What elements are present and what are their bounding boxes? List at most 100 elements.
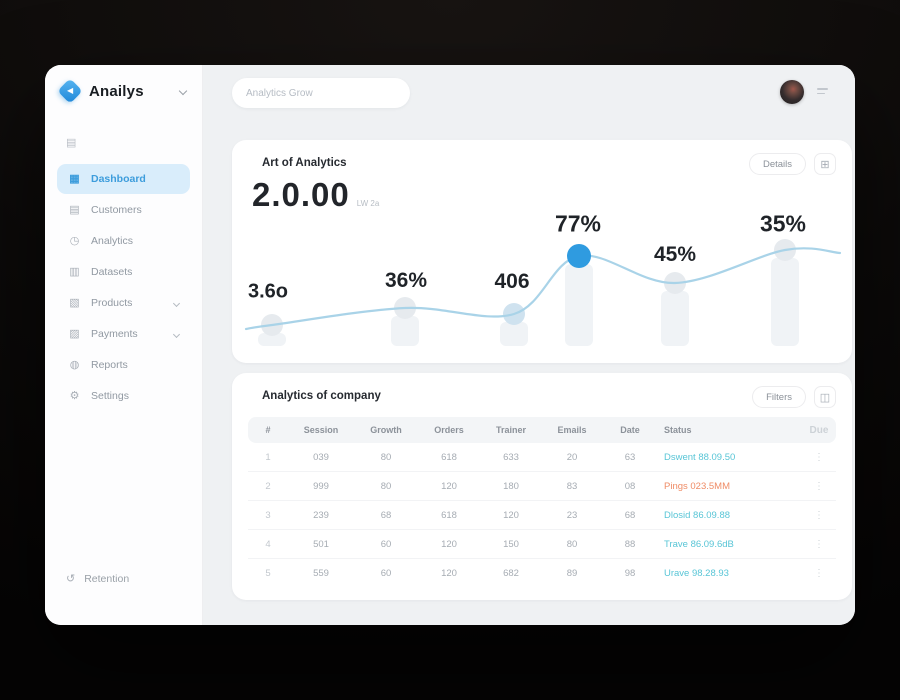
chart-bar	[258, 333, 286, 346]
chart-point-highlighted[interactable]	[567, 244, 591, 268]
cell-value: 98	[624, 568, 636, 579]
sidebar-item-label: Dashboard	[91, 173, 146, 185]
grid-icon[interactable]: ⊞	[814, 153, 836, 175]
row-index: 3	[265, 509, 271, 521]
analytics-chart-card: Art of Analytics Details ⊞ 2.0.00 LW 2a …	[232, 140, 852, 363]
cell-value: 89	[566, 568, 578, 579]
row-index: 5	[265, 568, 271, 579]
sidebar-item-analytics[interactable]: ◷ Analytics	[57, 226, 190, 256]
chart-bar	[661, 291, 689, 346]
chart-value-label: 77%	[554, 210, 602, 237]
chart-bar	[565, 264, 593, 346]
cell-value: 83	[566, 480, 578, 492]
app-window: ◀ Anailys ▤ ▦ Dashboard ▤ Customers ◷ Analyti…	[45, 65, 855, 625]
sidebar-item-products[interactable]: ▧ Products	[57, 288, 190, 318]
cell-value: 60	[380, 538, 392, 550]
details-button[interactable]: Details	[748, 153, 806, 175]
retention-icon: ↺	[66, 573, 76, 585]
cell-value: 20	[566, 451, 578, 463]
cell-value: 120	[441, 538, 457, 550]
sidebar-item-payments[interactable]: ▨ Payments	[57, 319, 190, 349]
row-menu-icon[interactable]: ⋮	[814, 509, 824, 521]
row-index: 2	[265, 480, 271, 492]
settings-icon: ⚙	[69, 389, 80, 402]
cell-value: 999	[313, 480, 329, 492]
sidebar-item-label: Datasets	[91, 266, 133, 278]
row-menu-icon[interactable]: ⋮	[814, 451, 824, 463]
sidebar-item-dashboard[interactable]: ▦ Dashboard	[57, 164, 190, 194]
sidebar-item-datasets[interactable]: ▥ Datasets	[57, 257, 190, 287]
table-header-row: # Session Growth Orders Trainer Emails Date Sta…	[248, 417, 836, 443]
sidebar-item-reports[interactable]: ◍ Reports	[57, 350, 190, 380]
cell-value: 039	[313, 451, 329, 463]
logo[interactable]: ◀ Anailys	[45, 65, 202, 104]
status-link[interactable]: Trave 86.09.6dB	[664, 538, 734, 550]
cell-value: 63	[624, 451, 636, 463]
analytics-icon: ◷	[69, 234, 80, 247]
hamburger-menu-icon[interactable]	[817, 88, 828, 97]
chart-card-actions: Details ⊞	[748, 153, 836, 175]
chart-bar	[391, 316, 419, 346]
cell-value: 633	[503, 451, 519, 463]
sidebar-item-label: Settings	[91, 390, 129, 402]
cell-value: 120	[503, 509, 519, 521]
row-menu-icon[interactable]: ⋮	[814, 480, 824, 492]
table-body: 1 039 80 618 633 20 63 Dswent 88.09.50 ⋮ 2 999 80 12…	[248, 443, 836, 588]
primary-metric: 2.0.00 LW 2a	[252, 176, 379, 214]
cell-value: 60	[380, 568, 392, 579]
chart-card-title: Art of Analytics	[262, 157, 347, 169]
dashboard-icon: ▦	[69, 172, 80, 185]
column-header-trainer: Trainer	[495, 425, 526, 435]
status-link[interactable]: Dlosid 86.09.88	[664, 509, 731, 521]
sidebar-item-customers[interactable]: ▤ Customers	[57, 195, 190, 225]
column-header-emails: Emails	[557, 425, 587, 435]
cell-value: 68	[380, 509, 392, 521]
products-icon: ▧	[69, 296, 80, 309]
row-menu-icon[interactable]: ⋮	[814, 568, 824, 579]
table-row[interactable]: 5 559 60 120 682 89 98 Urave 98.28.93 ⋮	[248, 559, 836, 588]
cell-value: 68	[624, 509, 636, 521]
row-index: 4	[265, 538, 271, 550]
sidebar-item-label: Analytics	[91, 235, 134, 247]
row-index: 1	[265, 451, 271, 463]
chart-bar	[500, 322, 528, 346]
table-row[interactable]: 4 501 60 120 150 80 88 Trave 86.09.6dB ⋮	[248, 530, 836, 559]
filters-button[interactable]: Filters	[752, 386, 806, 408]
payments-icon: ▨	[69, 327, 80, 340]
chevron-down-icon[interactable]	[178, 86, 188, 96]
logo-text: Anailys	[89, 82, 144, 100]
sidebar-menu: ▦ Dashboard ▤ Customers ◷ Analytics ▥ Datasets ▧…	[57, 164, 190, 411]
cell-value: 08	[624, 480, 636, 492]
status-link[interactable]: Urave 98.28.93	[664, 568, 729, 579]
table-row[interactable]: 3 239 68 618 120 23 68 Dlosid 86.09.88 ⋮	[248, 501, 836, 530]
column-header-date: Date	[620, 425, 640, 435]
reports-icon: ◍	[69, 358, 80, 371]
row-menu-icon[interactable]: ⋮	[814, 538, 824, 550]
column-header-orders: Orders	[434, 425, 464, 435]
metric-value: 2.0.00	[252, 176, 350, 213]
search-input[interactable]	[232, 78, 410, 108]
column-header-growth: Growth	[370, 425, 402, 435]
sidebar-item-settings[interactable]: ⚙ Settings	[57, 381, 190, 411]
chevron-down-icon	[172, 299, 181, 307]
status-link[interactable]: Dswent 88.09.50	[664, 451, 736, 463]
metric-sub-label: LW 2a	[356, 199, 380, 208]
columns-icon[interactable]: ◫	[814, 386, 836, 408]
table-row[interactable]: 2 999 80 120 180 83 08 Pings 023.5MM ⋮	[248, 472, 836, 501]
chart-value-label: 3.6o	[247, 280, 289, 303]
cell-value: 80	[380, 480, 392, 492]
status-link[interactable]: Pings 023.5MM	[664, 480, 731, 492]
sidebar-item-label: Payments	[91, 328, 138, 340]
customers-icon: ▤	[69, 203, 80, 216]
cell-value: 120	[441, 568, 457, 579]
avatar[interactable]	[780, 80, 804, 104]
chart-line	[244, 247, 842, 331]
cell-value: 682	[503, 568, 519, 579]
line-chart	[244, 239, 842, 346]
company-table-card: Analytics of company Filters ◫ # Session G…	[232, 373, 852, 600]
column-header-due: Due	[809, 424, 829, 436]
chart-bar	[771, 258, 799, 346]
table-row[interactable]: 1 039 80 618 633 20 63 Dswent 88.09.50 ⋮	[248, 443, 836, 472]
sidebar-item-retention[interactable]: ↺ Retention	[66, 572, 129, 586]
